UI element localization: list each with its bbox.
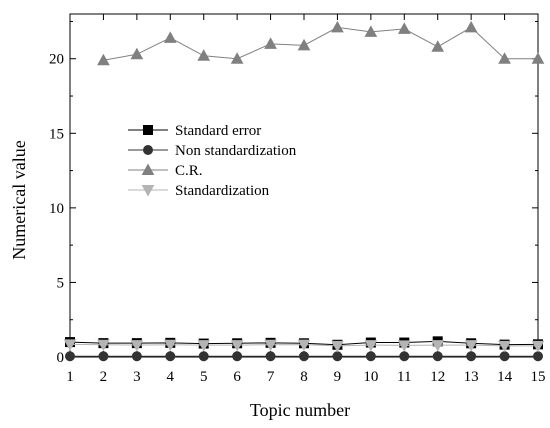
series-standardization <box>63 339 545 353</box>
y-tick-label: 15 <box>49 126 64 142</box>
data-point <box>130 340 144 352</box>
x-axis: 1 2 3 4 5 6 7 8 9 10 11 12 13 14 15 <box>66 14 546 385</box>
data-point <box>143 145 153 155</box>
data-point <box>197 49 211 61</box>
data-point <box>365 351 376 362</box>
data-point <box>197 340 211 352</box>
data-point <box>498 340 511 353</box>
x-tick-label: 13 <box>464 369 479 385</box>
series-c-r- <box>97 20 545 66</box>
plot-border <box>69 13 539 358</box>
data-point <box>331 20 344 33</box>
data-point <box>397 340 411 352</box>
x-tick-label: 15 <box>531 369 546 385</box>
data-point <box>299 351 309 362</box>
x-tick-label: 4 <box>167 369 175 385</box>
y-tick-label: 5 <box>57 275 65 291</box>
data-point <box>297 38 311 51</box>
y-axis-label: Numerical value <box>9 140 29 259</box>
data-point <box>397 22 411 34</box>
legend-label: Standardization <box>175 183 270 199</box>
x-tick-label: 9 <box>334 369 342 385</box>
data-point <box>364 340 378 352</box>
legend-item: Non standardization <box>128 143 297 159</box>
data-point <box>533 351 543 362</box>
x-tick-label: 14 <box>497 369 513 385</box>
data-point <box>432 351 443 362</box>
y-tick-label: 0 <box>57 350 65 366</box>
data-point <box>141 185 155 197</box>
data-point <box>464 20 478 33</box>
data-point <box>130 47 144 60</box>
data-point <box>464 340 478 352</box>
data-point <box>131 351 142 362</box>
x-tick-label: 1 <box>66 369 74 385</box>
y-tick-label: 10 <box>49 201 64 217</box>
data-point <box>97 53 110 66</box>
legend-label: C.R. <box>175 163 203 179</box>
data-point <box>230 340 244 352</box>
series-line <box>103 26 538 61</box>
x-tick-label: 6 <box>233 369 241 385</box>
data-point <box>431 40 445 52</box>
data-point <box>163 339 177 352</box>
data-point <box>264 37 277 49</box>
data-point <box>498 52 511 64</box>
data-point <box>65 351 75 362</box>
data-point <box>264 339 277 352</box>
data-point <box>531 52 545 64</box>
data-point <box>232 351 243 362</box>
data-point <box>499 351 510 362</box>
data-point <box>431 340 445 352</box>
y-tick-label: 20 <box>49 52 64 68</box>
data-point <box>466 351 477 362</box>
x-tick-label: 10 <box>363 369 378 385</box>
series-non-standardization <box>65 351 543 362</box>
data-point <box>297 339 311 352</box>
data-point <box>531 340 545 353</box>
x-tick-label: 7 <box>267 369 275 385</box>
legend-label: Standard error <box>175 123 261 139</box>
data-point <box>98 351 109 362</box>
y-axis: 0 5 10 15 20 <box>49 20 538 366</box>
data-point <box>364 25 378 37</box>
x-tick-label: 5 <box>200 369 208 385</box>
legend-label: Non standardization <box>175 143 297 159</box>
data-point <box>399 351 410 362</box>
series-layer <box>63 20 545 362</box>
data-point <box>230 52 244 64</box>
data-point <box>165 351 176 362</box>
data-point <box>63 339 77 351</box>
x-tick-label: 11 <box>397 369 411 385</box>
data-point <box>97 339 110 352</box>
data-point <box>141 163 155 175</box>
data-point <box>331 340 344 353</box>
x-axis-label: Topic number <box>250 400 350 420</box>
legend: Standard error Non standardization C.R. Sta… <box>128 123 297 199</box>
x-tick-label: 2 <box>100 369 108 385</box>
legend-item: C.R. <box>128 163 203 179</box>
x-tick-label: 8 <box>300 369 308 385</box>
data-point <box>332 351 343 362</box>
legend-item: Standard error <box>128 123 261 139</box>
data-point <box>143 125 153 135</box>
plot-frame <box>69 13 539 358</box>
x-tick-label: 12 <box>430 369 445 385</box>
data-point <box>265 351 276 362</box>
legend-item: Standardization <box>128 183 270 199</box>
data-point <box>163 31 177 43</box>
data-point <box>198 351 209 362</box>
x-tick-label: 3 <box>133 369 141 385</box>
